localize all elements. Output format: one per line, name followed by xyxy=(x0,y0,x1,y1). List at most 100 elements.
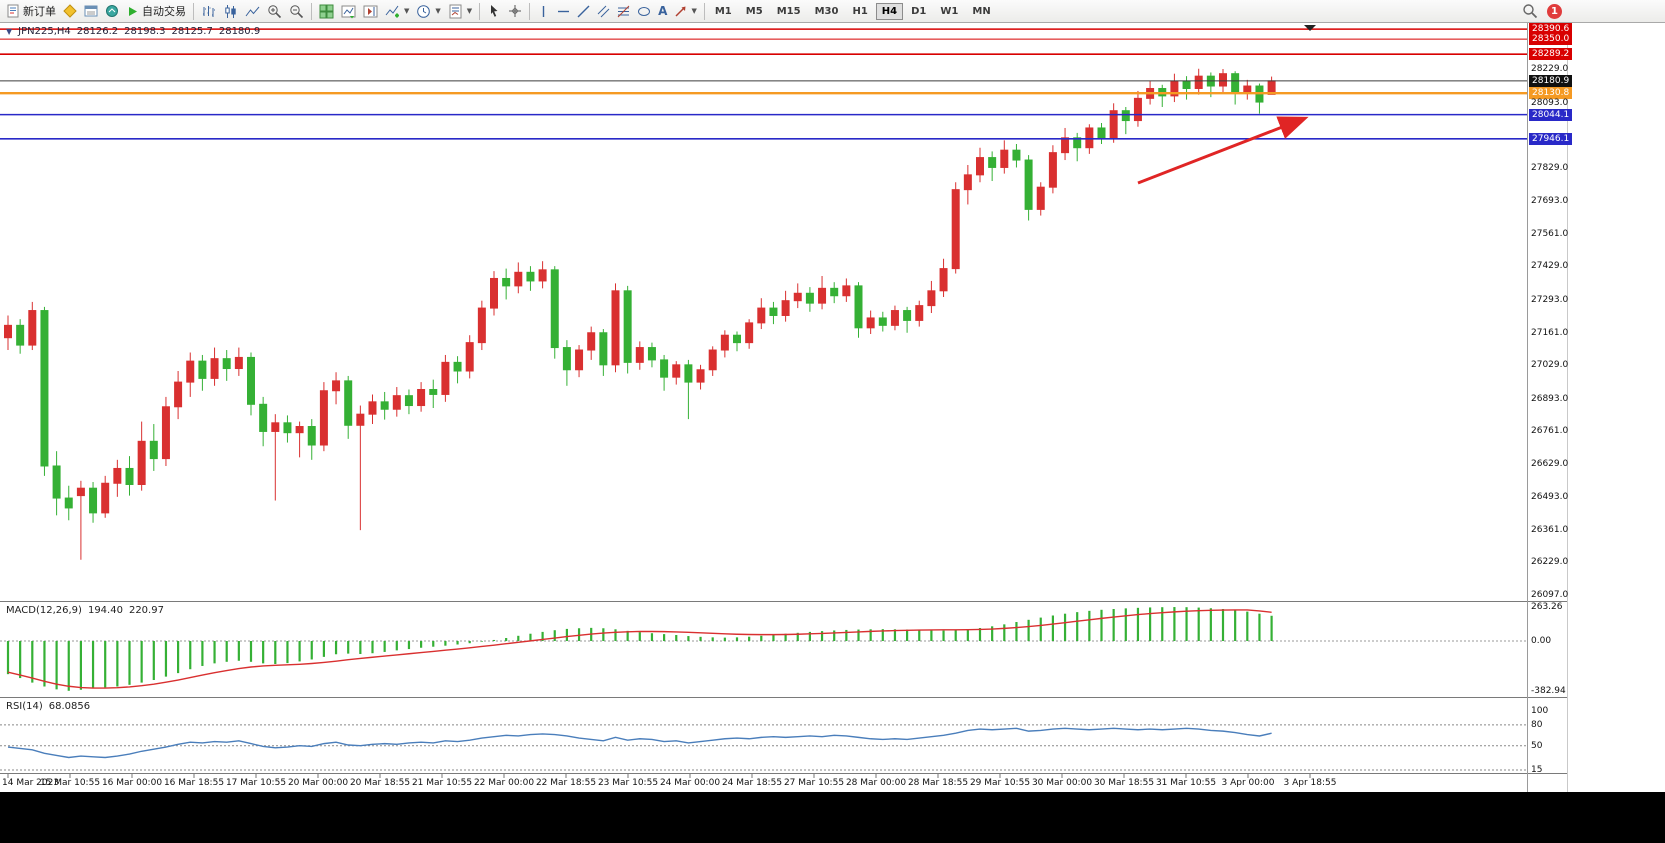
candlestick-chart-icon xyxy=(225,4,236,18)
text-tool-button[interactable]: A xyxy=(655,1,670,22)
chevron-down-icon: ▼ xyxy=(435,7,441,15)
notification-badge[interactable]: 1 xyxy=(1547,3,1562,19)
channel-tool-button[interactable] xyxy=(594,1,613,22)
autotrading-play-icon xyxy=(129,6,137,16)
periods-button[interactable]: ▼ xyxy=(413,1,443,22)
chart-shift-icon xyxy=(363,5,378,17)
current-price-label[interactable]: 28180.9 xyxy=(1529,74,1573,87)
arrow-tool-icon xyxy=(675,6,686,17)
rsi-label: RSI(14) xyxy=(6,701,43,712)
rsi-panel[interactable] xyxy=(0,698,1568,774)
trendline-icon xyxy=(577,5,590,17)
data-window-button[interactable] xyxy=(81,1,101,22)
tile-windows-button[interactable] xyxy=(316,1,337,22)
line-chart-button[interactable] xyxy=(242,1,263,22)
navigator-button[interactable] xyxy=(102,1,122,22)
shapes-tool-button[interactable] xyxy=(634,1,654,22)
auto-scroll-icon xyxy=(341,5,356,18)
autotrading-button[interactable]: 自动交易 xyxy=(123,1,189,22)
tile-windows-icon xyxy=(319,4,334,18)
timeframe-button-H4[interactable]: H4 xyxy=(875,2,904,20)
rsi-value: 68.0856 xyxy=(48,701,91,712)
toolbar-separator xyxy=(193,2,194,20)
market-watch-button[interactable] xyxy=(60,1,80,22)
timeframe-button-M5[interactable]: M5 xyxy=(745,5,763,17)
line-chart-icon xyxy=(245,6,260,16)
timeframe-button-H1[interactable]: H1 xyxy=(852,5,868,17)
timeframe-group: M1 M5 M15 M30 H1 H4 D1 W1 MN xyxy=(709,2,997,20)
clock-icon xyxy=(417,4,431,18)
zoom-out-button[interactable] xyxy=(286,1,307,22)
macd-header: MACD(12,26,9) 194.40 220.97 xyxy=(6,605,164,616)
cursor-button[interactable] xyxy=(484,1,504,22)
level-price-label[interactable]: 28390.6 xyxy=(1529,23,1573,36)
level-price-label[interactable]: 28350.0 xyxy=(1529,33,1573,46)
time-axis[interactable] xyxy=(0,774,1568,792)
level-price-label[interactable]: 28289.2 xyxy=(1529,48,1573,61)
zoom-in-button[interactable] xyxy=(264,1,285,22)
chevron-down-icon: ▼ xyxy=(466,7,473,15)
notification-count: 1 xyxy=(1551,5,1558,17)
market-watch-icon xyxy=(63,4,77,18)
horizontal-line-tool-button[interactable] xyxy=(554,1,573,22)
toolbar-separator xyxy=(529,2,531,20)
arrows-tool-button[interactable]: ▼ xyxy=(671,1,699,22)
fibonacci-icon xyxy=(617,5,630,17)
toolbar-separator xyxy=(479,2,481,20)
timeframe-button-M1[interactable]: M1 xyxy=(714,5,732,17)
chart-shift-button[interactable] xyxy=(360,1,381,22)
fibonacci-tool-button[interactable] xyxy=(614,1,633,22)
channel-icon xyxy=(597,5,610,17)
open-value: 28126.2 xyxy=(76,26,119,37)
symbol-period-label: JPN225,H4 xyxy=(18,26,71,37)
low-value: 28125.7 xyxy=(171,26,213,37)
toolbar-right-tools: 1 xyxy=(1522,3,1562,19)
main-chart-panel[interactable] xyxy=(0,23,1568,602)
chevron-down-icon: ▼ xyxy=(404,7,410,15)
crosshair-icon xyxy=(509,5,522,17)
new-order-button[interactable]: 新订单 xyxy=(3,1,59,22)
high-value: 28198.3 xyxy=(124,26,166,37)
level-price-label[interactable]: 28044.1 xyxy=(1529,108,1573,121)
macd-label: MACD(12,26,9) xyxy=(6,605,82,616)
search-icon[interactable] xyxy=(1522,3,1538,19)
macd-signal-value: 220.97 xyxy=(128,605,164,616)
cursor-icon xyxy=(491,5,498,17)
trendline-tool-button[interactable] xyxy=(574,1,593,22)
window-right-border xyxy=(1567,23,1568,792)
bottom-black-bar xyxy=(0,792,1665,843)
chevron-down-icon: ▼ xyxy=(691,7,697,15)
toolbar-separator xyxy=(703,2,705,20)
text-tool-icon: A xyxy=(658,4,668,18)
vertical-line-tool-button[interactable] xyxy=(534,1,553,22)
timeframe-button-D1[interactable]: D1 xyxy=(911,5,927,17)
timeframe-button-M15[interactable]: M15 xyxy=(776,5,801,17)
new-order-label: 新订单 xyxy=(23,5,56,18)
toolbar: 新订单 自动交易 xyxy=(0,0,1665,23)
template-icon xyxy=(449,4,462,18)
rsi-header: RSI(14) 68.0856 xyxy=(6,701,90,712)
one-click-trading-arrow[interactable]: ▼ xyxy=(6,27,13,36)
zoom-out-icon xyxy=(290,4,304,18)
crosshair-button[interactable] xyxy=(505,1,525,22)
chart-header: ▼ JPN225,H4 28126.2 28198.3 28125.7 2818… xyxy=(6,26,260,37)
new-order-icon xyxy=(7,4,19,18)
macd-main-value: 194.40 xyxy=(87,605,123,616)
ellipse-shape-icon xyxy=(638,6,651,16)
candlestick-chart-button[interactable] xyxy=(220,1,241,22)
bar-chart-icon xyxy=(203,5,215,17)
level-price-label[interactable]: 27946.1 xyxy=(1529,132,1573,145)
auto-scroll-button[interactable] xyxy=(338,1,359,22)
horizontal-line-icon xyxy=(558,10,570,12)
bar-chart-button[interactable] xyxy=(198,1,219,22)
timeframe-button-W1[interactable]: W1 xyxy=(940,5,959,17)
indicators-button[interactable]: ▼ xyxy=(382,1,412,22)
data-window-icon xyxy=(84,5,98,17)
level-price-label[interactable]: 28130.8 xyxy=(1529,87,1573,100)
templates-button[interactable]: ▼ xyxy=(445,1,475,22)
macd-panel[interactable] xyxy=(0,602,1568,698)
toolbar-separator xyxy=(311,2,312,20)
close-value: 28180.9 xyxy=(218,26,261,37)
timeframe-button-M30[interactable]: M30 xyxy=(814,5,839,17)
timeframe-button-MN[interactable]: MN xyxy=(972,5,991,17)
